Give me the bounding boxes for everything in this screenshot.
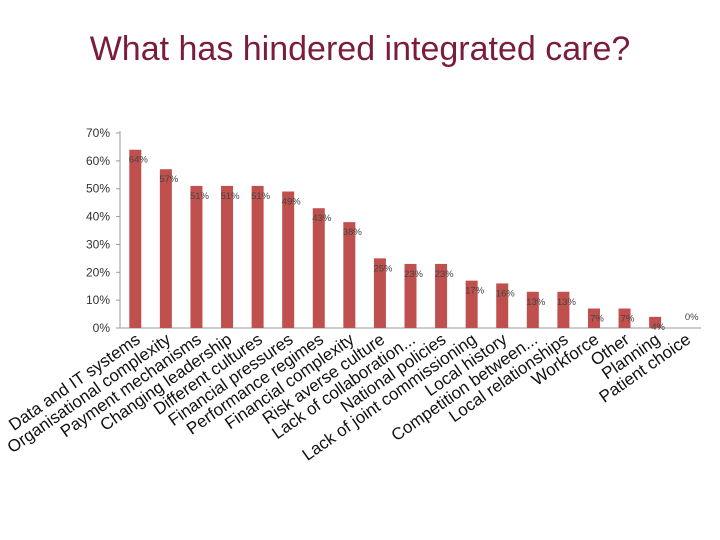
- data-label: 13%: [557, 297, 577, 308]
- y-tick-label: 0%: [93, 321, 111, 335]
- bar: [618, 308, 631, 328]
- data-label: 16%: [496, 288, 516, 299]
- bar: [496, 283, 509, 328]
- y-tick-label: 50%: [86, 182, 110, 196]
- slide-title: What has hindered integrated care?: [89, 30, 631, 68]
- bar: [343, 222, 356, 328]
- bar: [190, 185, 203, 328]
- data-label: 17%: [465, 286, 485, 297]
- y-tick-label: 30%: [86, 237, 110, 251]
- data-label: 25%: [373, 263, 393, 274]
- y-axis-ticks: 0% 10% 20% 30% 40% 50% 60% 70%: [86, 126, 120, 335]
- data-label: 51%: [251, 191, 271, 202]
- data-label: 23%: [435, 269, 455, 280]
- bar-series: [129, 149, 662, 328]
- data-label: 38%: [343, 227, 363, 238]
- data-label: 23%: [404, 269, 424, 280]
- data-label: 4%: [651, 322, 665, 333]
- y-tick-label: 20%: [86, 265, 110, 279]
- bar: [649, 316, 662, 328]
- data-label: 7%: [590, 314, 604, 325]
- data-labels: 64% 57% 51% 51% 51% 49% 43% 38% 25% 23% 23% 17% 16% 1…: [129, 155, 699, 333]
- y-tick-label: 70%: [86, 126, 110, 140]
- bar: [435, 263, 448, 328]
- bar: [587, 308, 600, 328]
- bar: [221, 185, 234, 328]
- bar: [373, 258, 386, 328]
- data-label: 49%: [282, 197, 302, 208]
- data-label: 7%: [621, 314, 635, 325]
- data-label: 51%: [190, 191, 210, 202]
- data-label: 43%: [312, 213, 332, 224]
- bar: [282, 191, 295, 328]
- bar: [404, 263, 417, 328]
- y-tick-label: 40%: [86, 210, 110, 224]
- y-tick-label: 10%: [86, 293, 110, 307]
- bar: [557, 291, 570, 328]
- data-label: 64%: [129, 155, 149, 166]
- data-label: 57%: [159, 174, 179, 185]
- bar: [159, 169, 172, 328]
- bar: [129, 149, 142, 328]
- bar: [465, 280, 478, 328]
- data-label: 0%: [685, 312, 699, 323]
- data-label: 13%: [526, 297, 546, 308]
- bar: [312, 208, 325, 328]
- data-label: 51%: [221, 191, 241, 202]
- bar: [526, 291, 539, 328]
- y-tick-label: 60%: [86, 154, 110, 168]
- bar: [251, 185, 264, 328]
